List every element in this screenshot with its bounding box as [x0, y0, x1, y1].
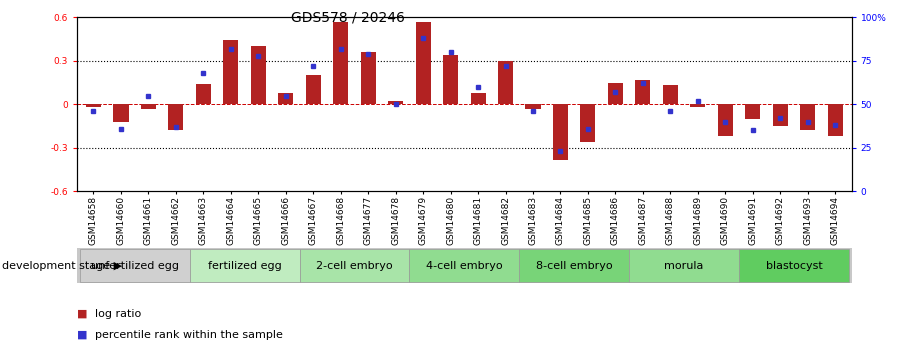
Bar	[223, 40, 238, 104]
Bar	[553, 104, 568, 159]
Bar	[629, 249, 739, 282]
Bar	[718, 104, 733, 136]
Text: 4-cell embryo: 4-cell embryo	[426, 261, 503, 270]
Bar	[140, 104, 156, 109]
Bar	[519, 249, 629, 282]
Text: development stage ▶: development stage ▶	[2, 261, 122, 270]
Bar	[690, 104, 706, 107]
Text: ■: ■	[77, 309, 88, 319]
Bar	[773, 104, 788, 126]
Bar	[746, 104, 760, 119]
Text: blastocyst: blastocyst	[766, 261, 823, 270]
Bar	[278, 93, 294, 104]
Bar	[388, 101, 403, 104]
Bar	[196, 84, 211, 104]
Text: percentile rank within the sample: percentile rank within the sample	[95, 330, 283, 339]
Text: unfertilized egg: unfertilized egg	[91, 261, 178, 270]
Text: 8-cell embryo: 8-cell embryo	[535, 261, 612, 270]
Bar	[189, 249, 300, 282]
Bar	[416, 22, 430, 104]
Bar	[410, 249, 519, 282]
Bar	[305, 75, 321, 104]
Bar	[251, 46, 265, 104]
Text: log ratio: log ratio	[95, 309, 141, 319]
Text: GDS578 / 20246: GDS578 / 20246	[291, 10, 405, 24]
Bar	[827, 104, 843, 136]
Bar	[800, 104, 815, 130]
Bar	[333, 22, 348, 104]
Text: 2-cell embryo: 2-cell embryo	[316, 261, 393, 270]
Bar	[663, 86, 678, 104]
Bar	[80, 249, 189, 282]
Text: ■: ■	[77, 330, 88, 339]
Bar	[739, 249, 849, 282]
Bar	[300, 249, 410, 282]
Bar	[525, 104, 541, 109]
Text: morula: morula	[664, 261, 704, 270]
Bar	[361, 52, 376, 104]
Bar	[113, 104, 129, 122]
Bar	[635, 80, 651, 104]
Bar	[608, 82, 623, 104]
Bar	[443, 55, 458, 104]
Bar	[470, 93, 486, 104]
Bar	[169, 104, 183, 130]
Bar	[581, 104, 595, 142]
Bar	[86, 104, 101, 107]
Bar	[498, 61, 513, 104]
Text: fertilized egg: fertilized egg	[207, 261, 282, 270]
